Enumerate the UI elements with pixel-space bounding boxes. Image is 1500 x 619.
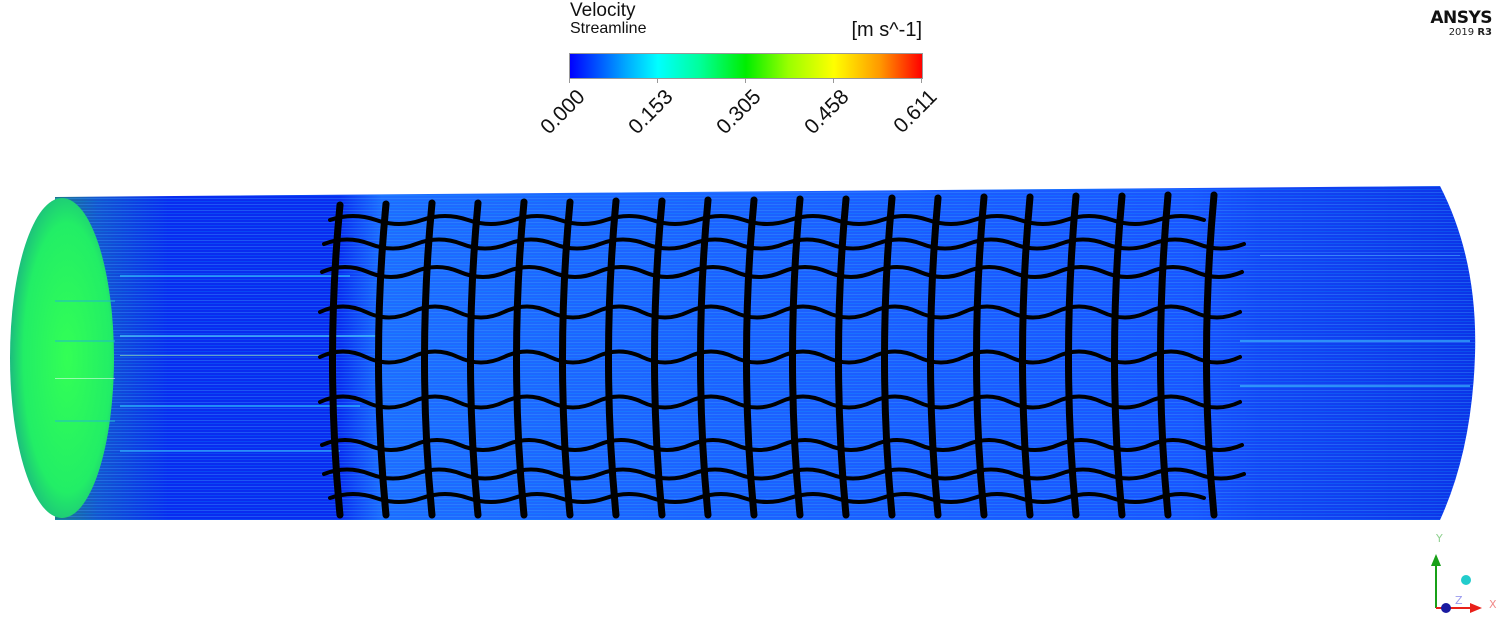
logo-name: ANSYS xyxy=(1430,8,1492,28)
tick-label: 0.153 xyxy=(624,85,678,139)
x-axis-label: X xyxy=(1489,598,1497,611)
ansys-logo: ANSYS 2019 R3 xyxy=(1430,9,1492,39)
colorbar-tick xyxy=(745,78,746,83)
logo-version: 2019 R3 xyxy=(1448,27,1492,38)
colorbar-tick xyxy=(833,78,834,83)
axis-triad-icon xyxy=(1431,554,1482,613)
axis-triad[interactable]: Y X Z xyxy=(1418,530,1500,614)
colorbar-tick xyxy=(657,78,658,83)
y-axis-label: Y xyxy=(1436,532,1443,545)
colorbar-tick xyxy=(569,78,570,83)
legend-title: Velocity xyxy=(570,0,636,21)
legend-units: [m s^-1] xyxy=(851,19,923,41)
legend-subtitle: Streamline xyxy=(570,20,647,37)
colorbar xyxy=(569,53,923,79)
velocity-legend: Velocity Streamline [m s^-1] 0.000 0.153… xyxy=(536,0,941,150)
stent-mesh xyxy=(318,191,1246,519)
tick-label: 0.458 xyxy=(800,85,854,139)
z-axis-label: Z xyxy=(1455,594,1463,607)
colorbar-tick xyxy=(921,78,922,83)
inlet-face xyxy=(10,198,114,518)
vessel-tube xyxy=(55,186,1476,520)
tick-label: 0.305 xyxy=(712,85,766,139)
